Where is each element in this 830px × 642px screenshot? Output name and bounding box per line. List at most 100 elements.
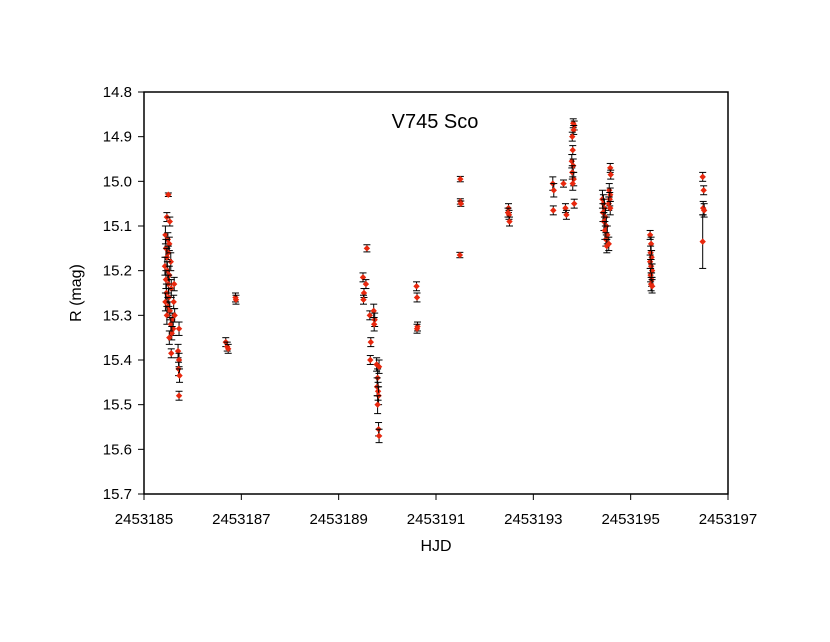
diamond-marker (367, 338, 374, 346)
data-point (375, 359, 383, 374)
data-point (457, 200, 465, 207)
diamond-marker (370, 307, 377, 315)
diamond-marker (647, 271, 654, 279)
chart-title: V745 Sco (392, 111, 479, 133)
x-tick-label: 2453195 (601, 511, 659, 528)
diamond-marker (413, 325, 421, 332)
diamond-marker (648, 254, 655, 261)
y-tick-label: 15.6 (103, 441, 132, 458)
data-point (175, 321, 183, 336)
diamond-marker (370, 321, 378, 328)
diamond-marker (162, 276, 170, 283)
diamond-marker (413, 283, 420, 290)
diamond-marker (605, 200, 612, 207)
diamond-marker (606, 187, 613, 194)
diamond-marker (363, 245, 371, 252)
y-tick-label: 15.5 (103, 397, 132, 414)
data-point (568, 131, 576, 142)
y-tick-label: 15.0 (103, 173, 132, 190)
data-point (171, 308, 179, 323)
diamond-marker (175, 325, 183, 332)
data-point (363, 244, 371, 253)
diamond-marker (648, 267, 656, 274)
data-point (570, 125, 578, 135)
data-point (413, 292, 421, 303)
data-series (161, 118, 708, 444)
x-tick-label: 2453197 (699, 511, 757, 528)
diamond-marker (699, 173, 706, 181)
data-point (646, 229, 654, 240)
data-point (367, 337, 375, 348)
diamond-marker (603, 242, 611, 250)
x-tick-label: 2453191 (407, 511, 465, 528)
diamond-marker (647, 249, 654, 256)
data-point (359, 294, 367, 305)
plot-area (143, 91, 729, 495)
diamond-marker (504, 209, 512, 216)
diamond-marker (699, 204, 707, 212)
diamond-marker (367, 356, 374, 364)
diamond-marker (175, 392, 183, 399)
diamond-marker (375, 363, 383, 370)
diamond-marker (166, 307, 173, 315)
diamond-marker (457, 200, 465, 207)
diamond-marker (601, 227, 609, 234)
data-point (700, 203, 708, 218)
data-point (375, 428, 383, 444)
data-point (176, 368, 184, 383)
diamond-marker (360, 296, 367, 303)
data-point (605, 236, 613, 252)
diamond-marker (162, 298, 169, 306)
diamond-marker (457, 175, 464, 183)
diamond-marker (569, 180, 576, 187)
diamond-marker (569, 146, 576, 154)
diamond-marker (550, 207, 557, 214)
y-tick-label: 15.4 (103, 352, 132, 369)
diamond-marker (162, 231, 169, 239)
y-tick-label: 14.9 (103, 129, 132, 146)
data-point (569, 176, 577, 191)
data-point (413, 323, 421, 334)
diamond-marker (224, 345, 232, 353)
data-point (562, 209, 570, 220)
diamond-marker (456, 251, 464, 259)
data-point (606, 200, 614, 216)
diamond-marker (563, 211, 570, 219)
diamond-marker (605, 240, 612, 248)
diamond-marker (648, 283, 656, 290)
data-point (166, 216, 174, 227)
diamond-marker (606, 196, 613, 203)
data-point (699, 214, 707, 269)
data-point (504, 207, 512, 218)
diamond-marker (170, 298, 177, 306)
data-point (413, 281, 421, 292)
diamond-marker (167, 321, 174, 328)
diamond-marker (171, 312, 178, 319)
data-point (366, 355, 374, 365)
diamond-marker (607, 164, 614, 172)
data-point (232, 294, 240, 305)
data-point (550, 183, 558, 198)
diamond-marker (607, 171, 614, 178)
data-point (174, 343, 182, 359)
data-point (570, 198, 578, 209)
data-point (560, 179, 568, 188)
diamond-marker (176, 372, 183, 379)
data-point (700, 185, 708, 196)
diamond-marker (174, 347, 182, 355)
y-tick-label: 15.3 (103, 307, 132, 324)
data-point (165, 330, 173, 345)
diamond-marker (362, 280, 370, 288)
y-tick-label: 14.8 (103, 84, 132, 101)
data-point (164, 191, 172, 198)
diamond-marker (571, 200, 578, 207)
data-point (561, 203, 569, 214)
diamond-marker (570, 126, 577, 134)
y-axis: 14.8 14.9 15.0 15.1 15.2 15.3 15.4 15.5 15.6 15.7 (103, 84, 144, 503)
data-point (224, 343, 232, 354)
data-point (549, 205, 557, 216)
diamond-marker (413, 294, 421, 301)
x-axis: 2453185 2453187 2453189 2453191 2453193 24531… (115, 494, 757, 528)
diamond-marker (161, 263, 169, 270)
